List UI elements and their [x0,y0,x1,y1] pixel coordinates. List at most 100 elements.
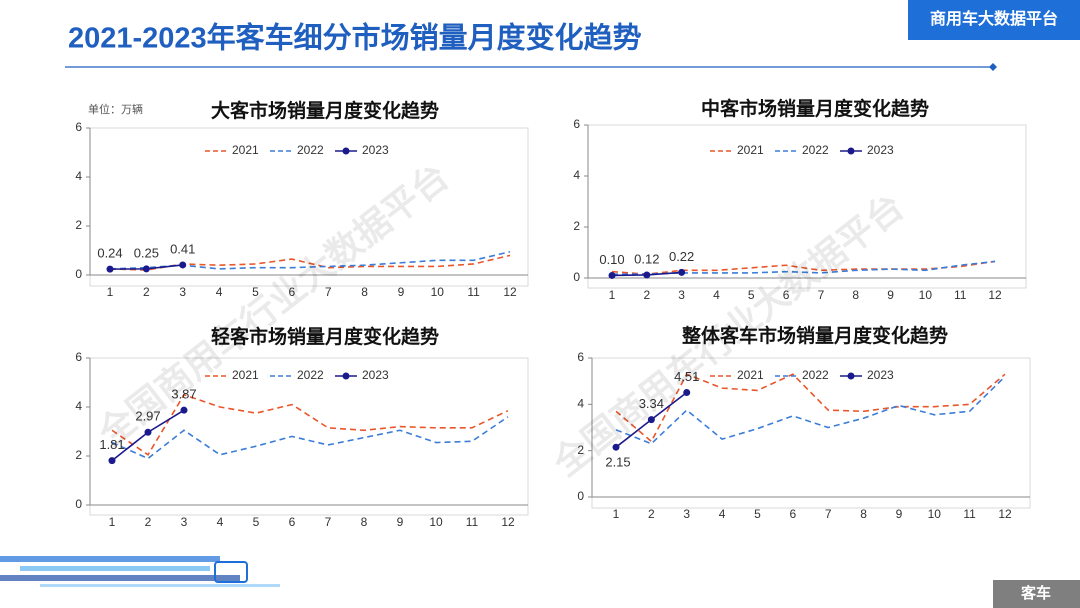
brand-box [908,0,1080,40]
x-tick-label: 12 [503,285,517,299]
x-tick-label: 1 [613,507,620,521]
x-tick-label: 7 [825,507,832,521]
y-tick-label: 2 [75,218,82,232]
x-tick-label: 3 [181,515,188,529]
point [108,457,116,465]
series-line [109,250,511,270]
point [678,268,686,276]
point [144,428,152,436]
legend-label: 2021 [232,368,259,382]
point [647,416,655,424]
legend-label: 2023 [362,368,389,382]
x-tick-label: 1 [107,285,114,299]
x-tick-label: 7 [818,288,825,302]
x-tick-label: 1 [109,515,116,529]
point [683,389,691,397]
data-label: 4.51 [674,369,699,384]
x-tick-label: 6 [288,285,295,299]
y-tick-label: 4 [573,168,580,182]
legend-label: 2022 [297,143,324,157]
x-tick-label: 9 [896,507,903,521]
chart-title: 整体客车市场销量月度变化趋势 [682,324,948,347]
x-tick-label: 11 [466,515,479,529]
y-tick-label: 0 [577,489,584,503]
y-tick-label: 0 [573,270,580,284]
x-tick-label: 9 [887,288,894,302]
point [643,271,651,279]
x-tick-label: 5 [252,285,259,299]
page-title: 2021-2023年客车细分市场销量月度变化趋势 [68,21,642,55]
legend-marker [847,147,855,155]
legend-label: 2021 [737,143,764,157]
data-label: 0.24 [97,246,122,261]
y-tick-label: 0 [75,497,82,511]
data-label: 1.81 [99,437,124,452]
x-tick-label: 10 [429,515,443,529]
x-tick-label: 7 [325,515,332,529]
data-label: 3.34 [639,396,664,411]
x-tick-label: 2 [143,285,150,299]
x-tick-label: 11 [963,507,976,521]
data-label: 0.12 [634,251,659,266]
y-tick-label: 4 [75,169,82,183]
point [608,271,616,279]
y-tick-label: 0 [75,267,82,281]
x-tick-label: 11 [954,288,967,302]
legend-marker [342,147,350,155]
x-tick-label: 9 [397,515,404,529]
legend-label: 2022 [802,368,829,382]
y-tick-label: 2 [75,448,82,462]
data-label: 2.97 [135,409,160,424]
x-tick-label: 3 [678,288,685,302]
legend-label: 2021 [737,368,764,382]
legend-label: 2021 [232,143,259,157]
series-line [111,393,509,456]
y-tick-label: 6 [75,350,82,364]
x-tick-label: 3 [683,507,690,521]
point [179,261,187,269]
x-tick-label: 8 [361,285,368,299]
x-tick-label: 1 [609,288,616,302]
x-tick-label: 8 [361,515,368,529]
series-line [611,260,996,275]
y-tick-label: 6 [573,117,580,131]
data-label: 0.22 [669,249,694,264]
x-tick-label: 8 [852,288,859,302]
x-tick-label: 9 [398,285,405,299]
point [142,265,150,273]
x-tick-label: 10 [431,285,445,299]
y-tick-label: 2 [577,443,584,457]
data-label: 0.25 [134,245,159,260]
decoration [0,556,280,587]
rule-diamond [989,63,997,71]
unit-label: 单位：万辆 [88,102,143,116]
x-tick-label: 2 [643,288,650,302]
x-tick-label: 5 [754,507,761,521]
legend-label: 2023 [362,143,389,157]
footer: 客车 [1020,584,1051,602]
x-tick-label: 11 [467,285,480,299]
legend-label: 2023 [867,368,894,382]
data-label: 2.15 [605,455,630,470]
legend-marker [847,372,855,380]
legend-label: 2023 [867,143,894,157]
x-tick-label: 5 [253,515,260,529]
x-tick-label: 5 [748,288,755,302]
y-tick-label: 4 [75,399,82,413]
y-tick-label: 4 [577,397,584,411]
x-tick-label: 2 [145,515,152,529]
x-tick-label: 6 [289,515,296,529]
x-tick-label: 10 [919,288,933,302]
point [180,406,188,414]
chart-title: 中客市场销量月度变化趋势 [701,97,929,120]
y-tick-label: 6 [75,120,82,134]
legend-label: 2022 [802,143,829,157]
legend-label: 2022 [297,368,324,382]
data-label: 0.41 [170,241,195,256]
x-tick-label: 6 [783,288,790,302]
data-label: 3.87 [171,387,196,402]
x-tick-label: 12 [501,515,515,529]
x-tick-label: 4 [216,285,223,299]
